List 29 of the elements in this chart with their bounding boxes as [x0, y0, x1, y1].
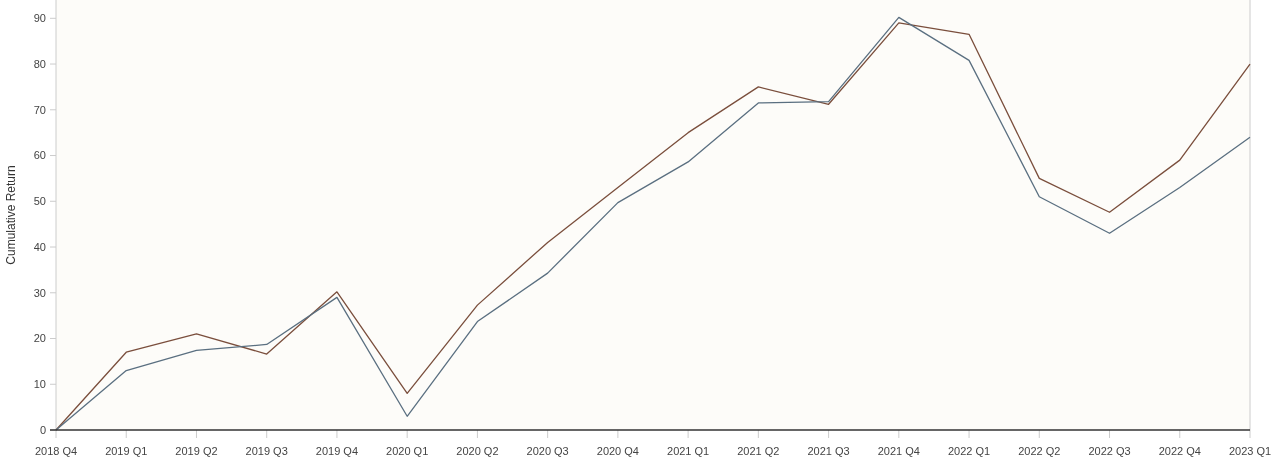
y-tick-label: 80 [33, 57, 46, 70]
x-tick-label: 2022 Q4 [1158, 445, 1201, 457]
x-tick-label: 2023 Q1 [1228, 445, 1272, 457]
x-tick-label: 2019 Q3 [245, 445, 288, 457]
x-tick-label: 2019 Q4 [315, 445, 359, 457]
y-tick-label: 10 [33, 378, 46, 391]
x-tick-label: 2019 Q1 [105, 445, 148, 457]
y-tick-label: 90 [33, 12, 46, 25]
y-tick-label: 40 [33, 240, 46, 253]
y-tick-label: 70 [33, 103, 46, 116]
x-tick-label: 2018 Q4 [34, 445, 78, 457]
x-tick-label: 2021 Q2 [737, 445, 780, 457]
x-tick-label: 2021 Q1 [667, 445, 710, 457]
x-tick-label: 2022 Q1 [947, 445, 991, 457]
y-axis-title: Cumulative Return [4, 165, 18, 265]
x-tick-label: 2022 Q3 [1088, 445, 1131, 457]
y-tick-label: 20 [33, 332, 46, 345]
x-tick-label: 2020 Q2 [456, 445, 499, 457]
x-tick-label: 2021 Q4 [877, 445, 920, 457]
y-tick-label: 30 [33, 286, 46, 299]
x-tick-label: 2020 Q1 [386, 445, 429, 457]
x-tick-label: 2020 Q4 [596, 445, 639, 457]
x-tick-label: 2021 Q3 [807, 445, 850, 457]
x-tick-label: 2022 Q2 [1018, 445, 1061, 457]
y-tick-label: 0 [39, 423, 46, 436]
x-tick-label: 2020 Q3 [526, 445, 569, 457]
x-tick-label: 2019 Q2 [175, 445, 218, 457]
y-tick-label: 60 [33, 149, 46, 162]
y-tick-label: 50 [33, 195, 46, 208]
